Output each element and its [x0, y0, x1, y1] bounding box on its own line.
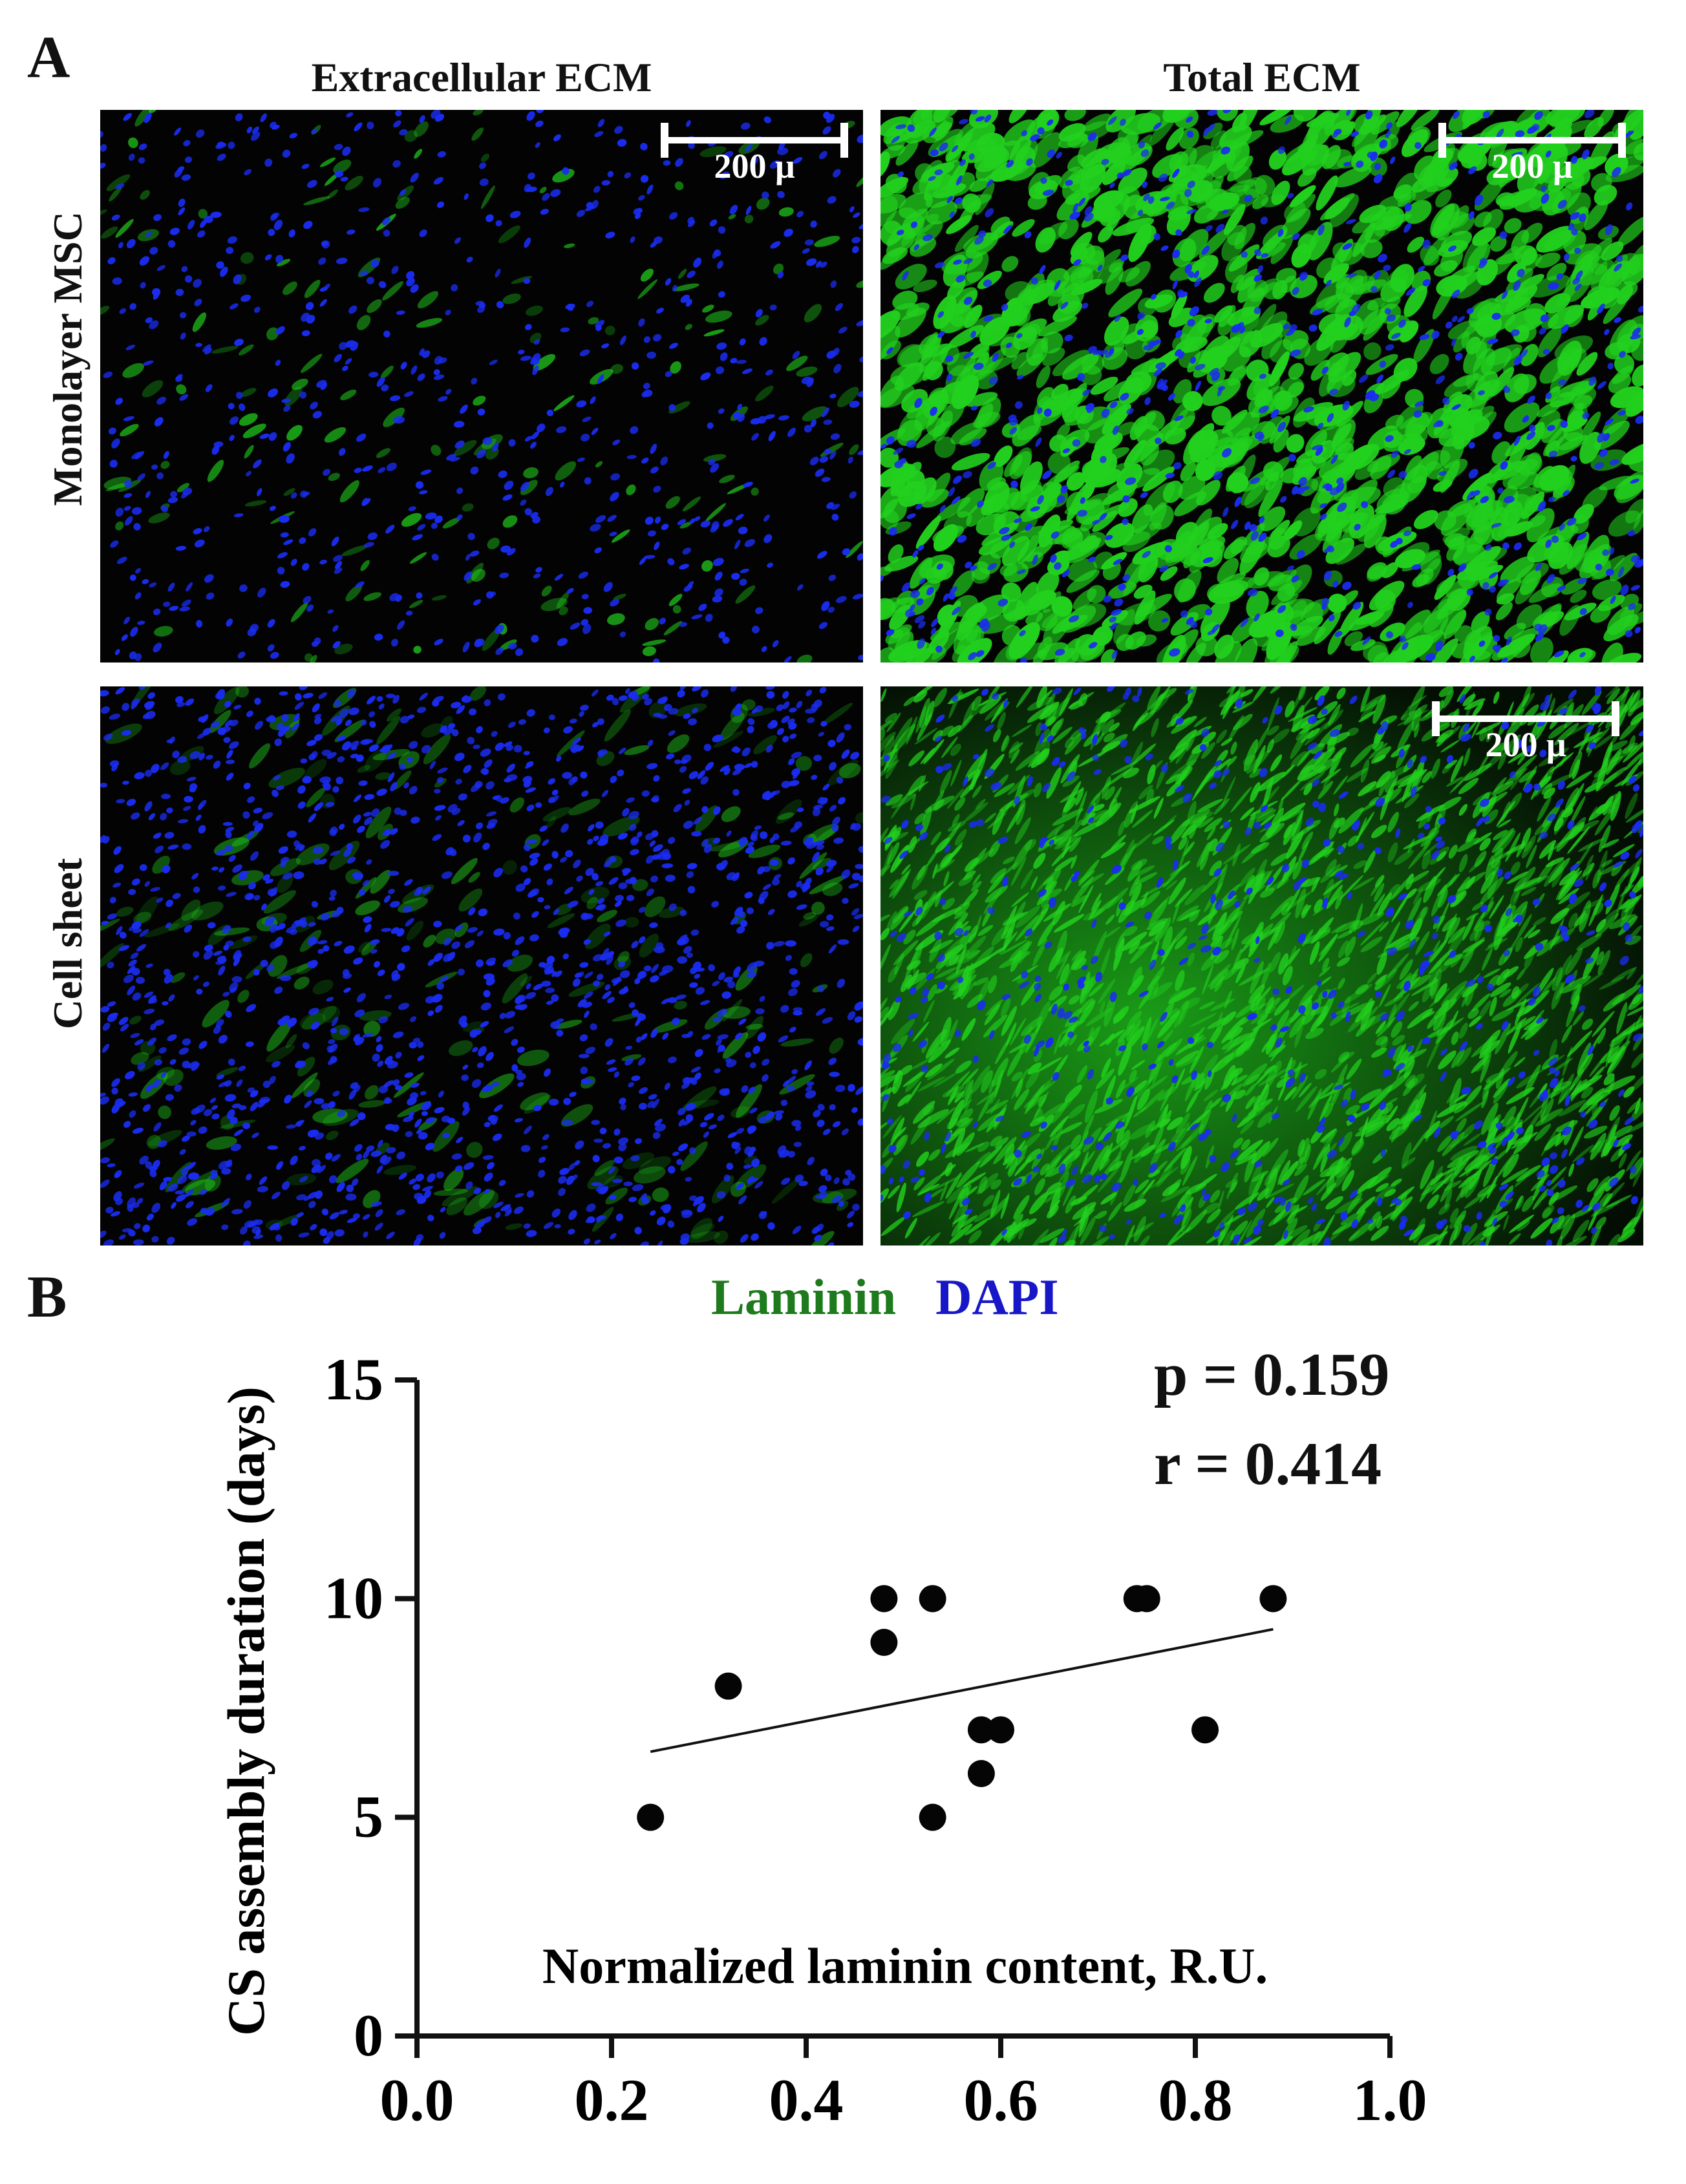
y-axis-label: CS assembly duration (days)	[217, 1386, 275, 2036]
x-tick-label: 0.4	[769, 2067, 844, 2133]
data-point	[1191, 1716, 1219, 1744]
scale-bar-label: 200 μ	[1491, 147, 1573, 186]
y-tick-label: 5	[354, 1784, 383, 1850]
scale-bar-label: 200 μ	[1485, 725, 1566, 764]
x-tick-label: 0.2	[575, 2067, 649, 2133]
panel-a-letter: A	[27, 24, 70, 90]
data-point	[967, 1760, 995, 1787]
stain-legend: Laminin DAPI	[711, 1272, 1059, 1322]
data-point	[919, 1585, 946, 1613]
y-tick-label: 10	[324, 1565, 383, 1631]
data-point	[967, 1716, 995, 1744]
x-tick-label: 0.0	[380, 2067, 454, 2133]
micrograph-monolayer-extracellular	[100, 110, 863, 663]
micrograph-cell-sheet-total	[880, 686, 1643, 1246]
data-point	[987, 1716, 1014, 1744]
x-tick-label: 1.0	[1353, 2067, 1427, 2133]
scale-bar-label: 200 μ	[714, 147, 795, 186]
panel-b-letter: B	[27, 1264, 67, 1330]
scale-bar-1: 200 μ	[661, 123, 848, 186]
r-value: r = 0.414	[1154, 1430, 1382, 1498]
regression-line	[650, 1627, 1274, 1754]
data-point	[1259, 1585, 1287, 1613]
data-point	[1133, 1585, 1160, 1613]
scale-bar-3: 200 μ	[1432, 701, 1619, 764]
column-header-extracellular: Extracellular ECM	[311, 54, 652, 100]
x-axis-label: Normalized laminin content, R.U.	[542, 1938, 1268, 1994]
x-tick-label: 0.8	[1158, 2067, 1233, 2133]
data-point	[714, 1672, 742, 1700]
legend-dapi: DAPI	[935, 1269, 1059, 1325]
data-point	[919, 1803, 946, 1831]
p-value: p = 0.159	[1154, 1341, 1390, 1408]
micrograph-cell-sheet-extracellular	[100, 686, 863, 1246]
column-header-total: Total ECM	[1163, 54, 1361, 100]
y-tick-label: 0	[354, 2002, 383, 2068]
data-point	[637, 1803, 665, 1831]
micrograph-monolayer-total	[880, 110, 1643, 663]
y-tick-label: 15	[324, 1346, 383, 1412]
x-tick-label: 0.6	[964, 2067, 1038, 2133]
legend-laminin: Laminin	[711, 1269, 897, 1325]
data-point	[870, 1585, 898, 1613]
scale-bar-2: 200 μ	[1438, 123, 1626, 186]
data-point	[870, 1629, 898, 1656]
